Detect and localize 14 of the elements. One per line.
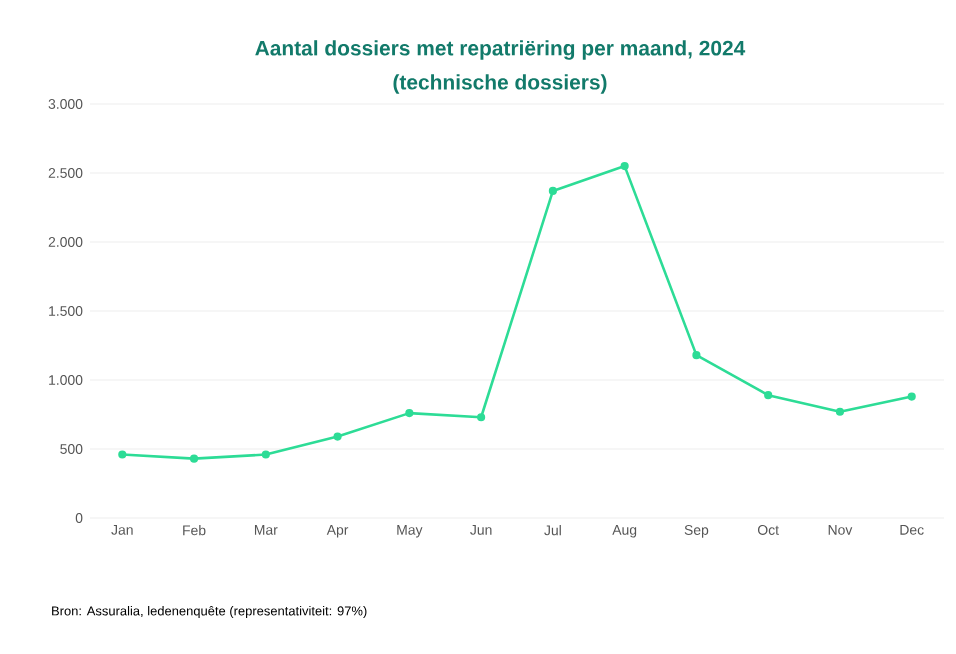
chart-subtitle: (technische dossiers): [393, 74, 607, 94]
point: [333, 432, 342, 441]
point: [261, 450, 270, 459]
point: [189, 454, 199, 463]
point: [405, 409, 414, 418]
chart-title: Aantal dossiers met repatriëring per maand, 2024: [255, 40, 746, 60]
point: [907, 392, 916, 401]
point: [835, 407, 845, 416]
point: [548, 186, 557, 196]
point: [692, 351, 701, 360]
point: [118, 450, 127, 459]
point: [477, 413, 486, 422]
point: [764, 391, 773, 400]
point: [620, 162, 629, 171]
